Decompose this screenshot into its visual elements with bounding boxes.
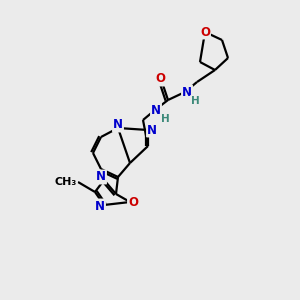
Text: N: N <box>96 170 106 184</box>
Text: O: O <box>128 196 138 208</box>
Text: O: O <box>200 26 210 38</box>
Text: N: N <box>151 103 161 116</box>
Text: N: N <box>95 200 105 212</box>
Text: N: N <box>147 124 157 136</box>
Text: CH₃: CH₃ <box>55 177 77 187</box>
Text: H: H <box>160 114 169 124</box>
Text: H: H <box>190 96 200 106</box>
Text: N: N <box>113 118 123 131</box>
Text: N: N <box>182 85 192 98</box>
Text: O: O <box>155 73 165 85</box>
